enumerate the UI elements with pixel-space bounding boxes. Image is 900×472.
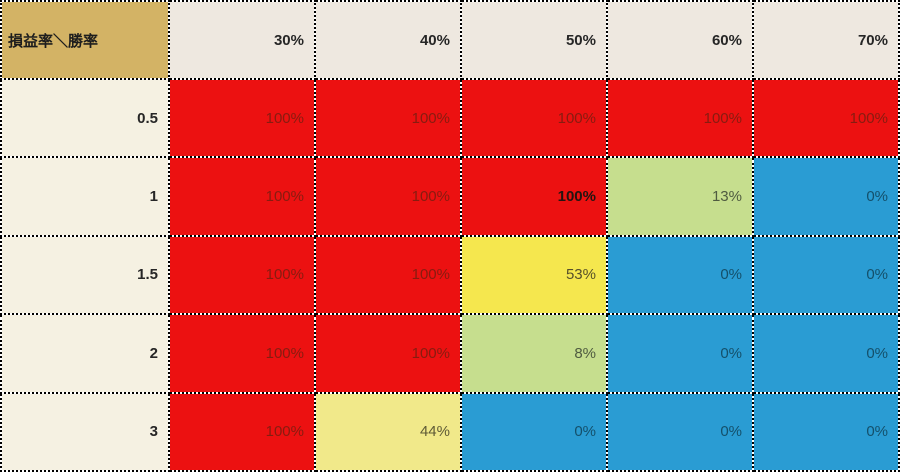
heatmap-cell-3-70%: 0% bbox=[752, 391, 900, 472]
corner-header-cell: 損益率＼勝率 bbox=[0, 0, 170, 80]
heatmap-cell-2-60%: 0% bbox=[606, 313, 754, 394]
row-header-1: 1 bbox=[0, 156, 170, 237]
heatmap-cell-1.5-60%: 0% bbox=[606, 234, 754, 316]
column-header-50%: 50% bbox=[460, 0, 608, 80]
data-row-1.5: 1.5 100% 100% 53% 0% 0% bbox=[0, 234, 900, 316]
row-header-0.5: 0.5 bbox=[0, 77, 170, 159]
heatmap-cell-3-30%: 100% bbox=[168, 391, 316, 472]
heatmap-cell-0.5-40%: 100% bbox=[314, 77, 462, 159]
heatmap-cell-1.5-50%: 53% bbox=[460, 234, 608, 316]
data-row-3: 3 100% 44% 0% 0% 0% bbox=[0, 391, 900, 472]
heatmap-cell-1-60%: 13% bbox=[606, 156, 754, 237]
heatmap-body: 0.5 100% 100% 100% 100% 100% 1 100% 100% 100% 13% 0… bbox=[0, 77, 900, 472]
heatmap-cell-1.5-30%: 100% bbox=[168, 234, 316, 316]
column-header-60%: 60% bbox=[606, 0, 754, 80]
heatmap-cell-2-50%: 8% bbox=[460, 313, 608, 394]
heatmap-cell-2-30%: 100% bbox=[168, 313, 316, 394]
heatmap-cell-1-40%: 100% bbox=[314, 156, 462, 237]
heatmap-cell-2-40%: 100% bbox=[314, 313, 462, 394]
heatmap-cell-0.5-30%: 100% bbox=[168, 77, 316, 159]
row-header-2: 2 bbox=[0, 313, 170, 394]
heatmap-cell-0.5-50%: 100% bbox=[460, 77, 608, 159]
heatmap-cell-1-30%: 100% bbox=[168, 156, 316, 237]
heatmap-cell-1-70%: 0% bbox=[752, 156, 900, 237]
column-header-30%: 30% bbox=[168, 0, 316, 80]
heatmap-cell-0.5-70%: 100% bbox=[752, 77, 900, 159]
column-header-70%: 70% bbox=[752, 0, 900, 80]
heatmap-cell-3-50%: 0% bbox=[460, 391, 608, 472]
data-row-0.5: 0.5 100% 100% 100% 100% 100% bbox=[0, 77, 900, 159]
data-row-1: 1 100% 100% 100% 13% 0% bbox=[0, 156, 900, 237]
heatmap-cell-0.5-60%: 100% bbox=[606, 77, 754, 159]
heatmap-cell-1-50%: 100% bbox=[460, 156, 608, 237]
heatmap-cell-2-70%: 0% bbox=[752, 313, 900, 394]
heatmap-cell-3-40%: 44% bbox=[314, 391, 462, 472]
heatmap-cell-1.5-40%: 100% bbox=[314, 234, 462, 316]
data-row-2: 2 100% 100% 8% 0% 0% bbox=[0, 313, 900, 394]
column-header-40%: 40% bbox=[314, 0, 462, 80]
heatmap-cell-3-60%: 0% bbox=[606, 391, 754, 472]
header-row: 損益率＼勝率 30% 40% 50% 60% 70% bbox=[0, 0, 900, 80]
heatmap-cell-1.5-70%: 0% bbox=[752, 234, 900, 316]
row-header-3: 3 bbox=[0, 391, 170, 472]
row-header-1.5: 1.5 bbox=[0, 234, 170, 316]
